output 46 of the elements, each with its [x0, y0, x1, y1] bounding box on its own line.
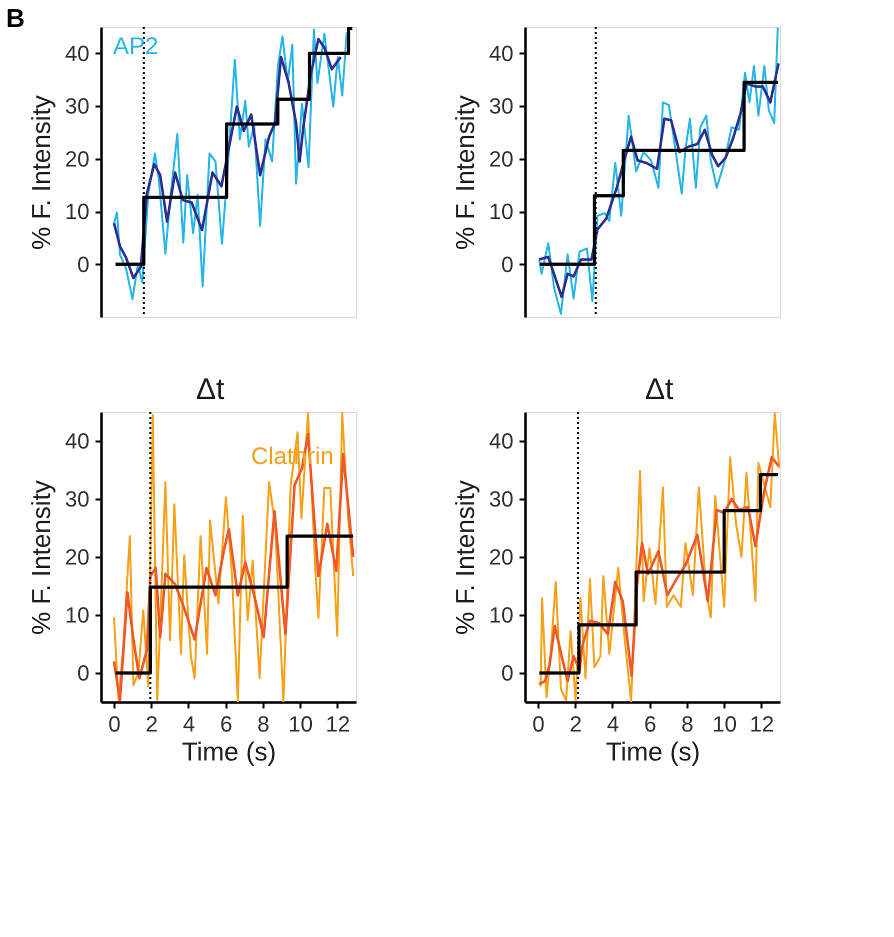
- x-tick-label: 0: [532, 712, 545, 736]
- x-tick-label: 12: [326, 712, 350, 736]
- y-tick-label: 10: [65, 199, 90, 224]
- y-tick-label: 30: [489, 94, 514, 119]
- y-tick-label: 20: [65, 146, 90, 172]
- text: Δt: [196, 373, 226, 406]
- x-tick-label: 2: [570, 712, 582, 736]
- y-tick-label: 20: [489, 544, 514, 570]
- y-tick-label: 30: [65, 94, 90, 119]
- y-axis-title: % F. Intensity: [26, 95, 56, 250]
- text: B: [6, 3, 25, 33]
- y-axis-title: % F. Intensity: [450, 480, 480, 635]
- x-tick-label: 10: [288, 712, 313, 736]
- y-tick-label: 40: [489, 40, 514, 66]
- x-tick-label: 6: [644, 712, 656, 736]
- x-tick-label: 4: [606, 712, 620, 736]
- y-tick-label: 40: [65, 40, 90, 66]
- annotation: AP2: [113, 33, 158, 60]
- x-tick-label: 0: [108, 712, 121, 736]
- y-tick-label: 0: [501, 660, 514, 686]
- y-tick-label: 20: [65, 544, 90, 570]
- y-tick-label: 10: [65, 602, 90, 628]
- line-series: [538, 27, 779, 315]
- x-tick-label: 6: [220, 712, 232, 736]
- y-tick-label: 40: [489, 428, 514, 454]
- x-axis-title: Time (s): [182, 736, 276, 766]
- y-tick-label: 20: [489, 146, 514, 172]
- y-tick-label: 30: [65, 486, 90, 512]
- x-tick-label: 8: [681, 712, 694, 736]
- y-tick-label: 0: [501, 252, 514, 277]
- y-tick-label: 30: [489, 486, 514, 512]
- text: Δt: [645, 373, 674, 406]
- line-series: [540, 412, 780, 702]
- x-tick-label: 2: [146, 712, 158, 736]
- y-tick-label: 10: [489, 199, 514, 224]
- x-tick-label: 12: [750, 712, 774, 736]
- y-tick-label: 40: [65, 428, 90, 454]
- y-tick-label: 10: [489, 602, 514, 628]
- x-tick-label: 8: [257, 712, 270, 736]
- y-tick-label: 0: [77, 660, 90, 686]
- y-tick-label: 0: [77, 252, 90, 277]
- x-tick-label: 10: [712, 712, 737, 736]
- y-axis-title: % F. Intensity: [26, 480, 56, 635]
- y-axis-title: % F. Intensity: [450, 95, 480, 250]
- x-axis-title: Time (s): [606, 736, 700, 766]
- x-tick-label: 4: [182, 712, 196, 736]
